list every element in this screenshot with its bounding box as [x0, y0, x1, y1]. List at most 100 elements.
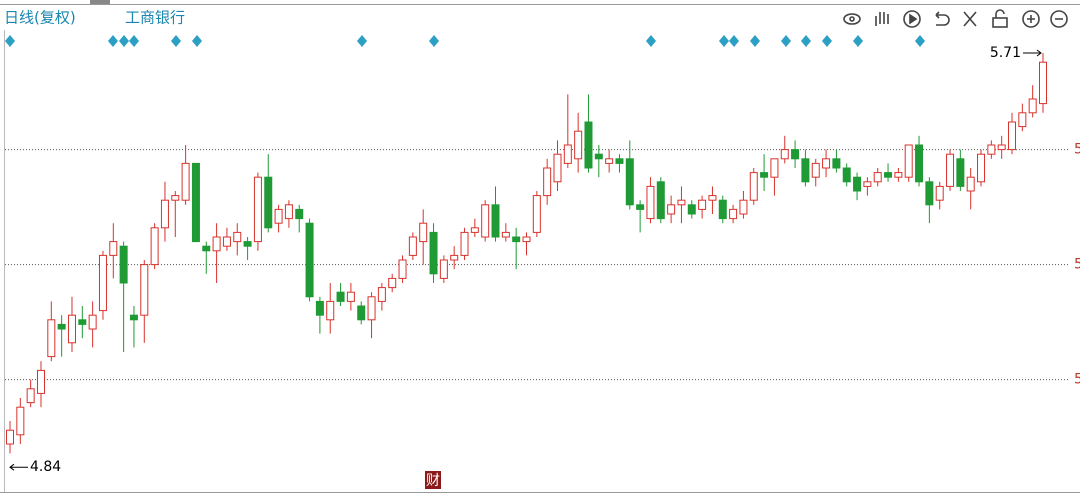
candle-body — [625, 158, 634, 206]
signal-diamond — [729, 35, 739, 47]
signal-diamond — [646, 35, 656, 47]
candle-body — [811, 162, 820, 178]
signal-diamond — [801, 35, 811, 47]
signal-diamond — [915, 35, 925, 47]
candle-body — [109, 241, 118, 256]
candle-body — [16, 406, 25, 436]
candle-body — [243, 241, 252, 247]
play-icon[interactable] — [903, 10, 921, 28]
view-icon[interactable] — [843, 13, 861, 25]
candle-body — [522, 236, 531, 243]
candle-body — [718, 199, 727, 220]
y-tick-label: 5.25 — [1074, 257, 1080, 273]
toolbar — [843, 9, 1068, 28]
candle-body — [708, 195, 717, 201]
candle-body — [47, 319, 56, 358]
candle-body — [419, 222, 428, 243]
candle-body — [88, 314, 97, 330]
undo-icon[interactable] — [935, 11, 950, 26]
candle-body — [987, 144, 996, 155]
candle-body — [57, 323, 66, 330]
candle-body — [367, 296, 376, 321]
candle-body — [615, 158, 624, 164]
lock-icon[interactable] — [992, 17, 1008, 28]
candle-body — [408, 236, 417, 256]
candle-body — [822, 158, 831, 169]
candle-body — [388, 277, 397, 289]
signal-diamond — [822, 35, 832, 47]
signal-diamond — [5, 35, 15, 47]
candle-body — [760, 172, 769, 178]
candle-body — [171, 195, 180, 201]
candle-body — [687, 204, 696, 215]
candle-body — [481, 204, 490, 238]
candle-body — [925, 181, 934, 206]
candle-body — [532, 195, 541, 233]
candle-body — [491, 204, 500, 238]
candle-body — [233, 231, 242, 243]
candle-body — [274, 208, 283, 224]
signal-markers — [5, 35, 925, 47]
candle-body — [1008, 121, 1017, 151]
signal-diamond — [192, 35, 202, 47]
signal-diamond — [108, 35, 118, 47]
scroll-thumb — [90, 0, 110, 4]
candle-body — [553, 153, 562, 183]
candle-body — [450, 254, 459, 261]
candle-body — [791, 149, 800, 160]
candle-body — [584, 121, 593, 169]
zoom-in-icon[interactable] — [1022, 10, 1040, 28]
candle-body — [574, 130, 583, 160]
candle-body — [997, 144, 1006, 151]
candle-body — [140, 264, 149, 316]
chart-title: 日线(复权) — [4, 9, 76, 27]
candle-body — [543, 167, 552, 197]
event-marker-box — [425, 471, 441, 489]
candle-body — [656, 181, 665, 220]
candle-body — [26, 388, 35, 404]
candle-body — [935, 185, 944, 201]
candle-body — [1018, 112, 1027, 128]
stock-name: 工商银行 — [125, 9, 185, 27]
candle-body — [284, 204, 293, 220]
candle-body — [563, 144, 572, 164]
candle-body — [460, 231, 469, 256]
lock-shackle — [995, 9, 1005, 18]
signal-diamond — [750, 35, 760, 47]
candle-body — [398, 259, 407, 279]
candle-body — [326, 300, 335, 321]
candle-body — [1039, 61, 1047, 105]
min-label: 4.84 — [30, 459, 61, 475]
signal-diamond — [719, 35, 729, 47]
candle-body — [470, 227, 479, 233]
candle-body — [119, 245, 128, 284]
candle-body — [222, 236, 231, 247]
candle-body — [36, 369, 45, 394]
candle-body — [636, 204, 645, 210]
candle-body — [181, 162, 190, 201]
play-triangle — [909, 13, 918, 25]
candle-body — [191, 162, 200, 243]
candle-body — [346, 291, 355, 302]
candle-body — [212, 236, 221, 252]
cut-icon[interactable] — [963, 11, 977, 27]
candle-body — [977, 153, 986, 183]
candle-body — [67, 314, 76, 344]
zoom-out-icon[interactable] — [1050, 10, 1068, 28]
candle-body — [863, 181, 872, 187]
candle-body — [336, 291, 345, 302]
view-icon-pupil — [849, 16, 855, 22]
candle-body — [264, 176, 273, 229]
candle-body — [305, 222, 314, 298]
candle-body — [956, 158, 965, 187]
candle-body — [512, 236, 521, 243]
candle-body — [377, 287, 386, 302]
hand-icon[interactable] — [875, 12, 889, 26]
candle-body — [894, 172, 903, 178]
signal-diamond — [853, 35, 863, 47]
candle-body — [677, 199, 686, 206]
candle-body — [98, 254, 107, 312]
signal-diamond — [171, 35, 181, 47]
candle-body — [884, 172, 893, 178]
